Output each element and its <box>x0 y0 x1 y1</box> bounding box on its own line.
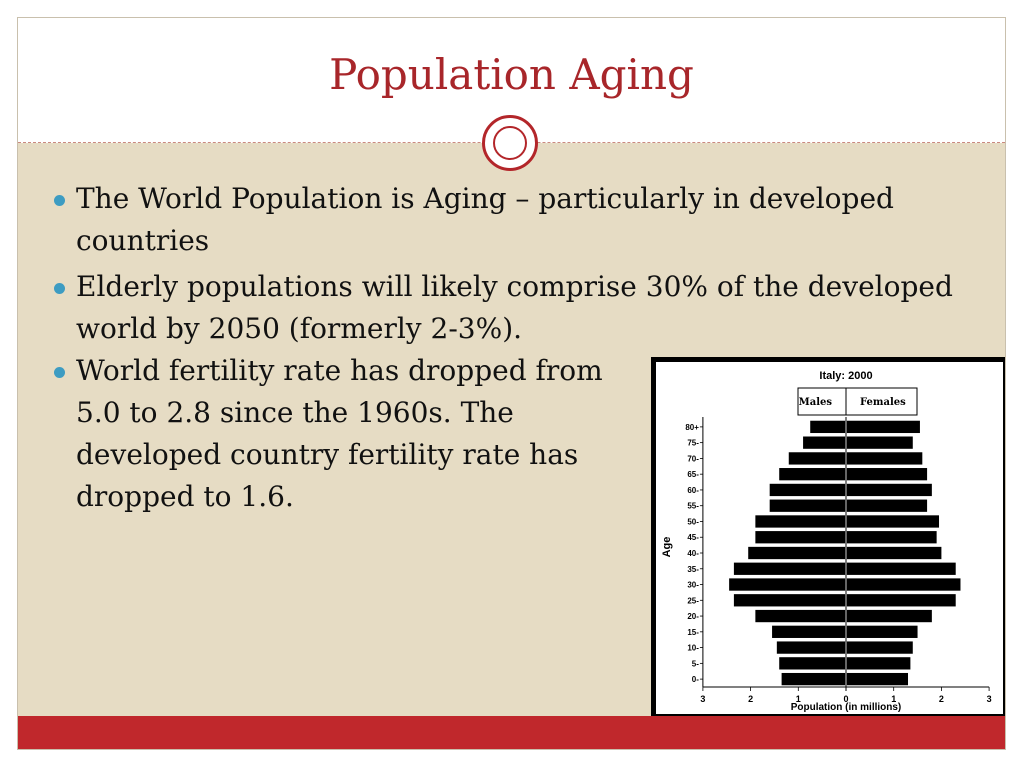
y-tick-label: 35- <box>687 565 699 574</box>
x-tick-label: 3 <box>700 694 705 704</box>
bar-male <box>779 657 846 670</box>
bar-male <box>772 625 846 638</box>
footer-band <box>18 716 1005 749</box>
bar-male <box>733 594 846 607</box>
legend-males: Males <box>799 397 833 408</box>
y-tick-label: 40- <box>687 549 699 558</box>
x-tick-label: 2 <box>939 694 944 704</box>
y-tick-label: 30- <box>687 581 699 590</box>
y-axis-label: Age <box>661 537 673 558</box>
y-tick-label: 45- <box>687 533 699 542</box>
bullet-dot-icon <box>54 367 65 378</box>
bar-female <box>846 420 920 434</box>
bullet-dot-icon <box>54 195 65 206</box>
y-tick-label: 20- <box>687 612 699 621</box>
y-tick-label: 25- <box>687 596 699 605</box>
bar-male <box>733 562 846 575</box>
bar-female <box>846 436 913 449</box>
bullet-text: Elderly populations will likely comprise… <box>76 270 953 345</box>
slide-title: Population Aging <box>329 50 694 99</box>
bar-female <box>846 672 909 686</box>
y-tick-label: 75- <box>687 439 699 448</box>
x-axis-label: Population (in millions) <box>791 702 902 713</box>
slide: Population Aging The World Population is… <box>17 17 1006 750</box>
bar-female <box>846 578 961 591</box>
y-tick-label: 15- <box>687 628 699 637</box>
bullet-item: Elderly populations will likely comprise… <box>48 266 988 350</box>
chart-svg: Italy: 2000 Males Females Age Population… <box>661 370 992 713</box>
bar-female <box>846 499 928 512</box>
bar-female <box>846 483 932 497</box>
bar-male <box>769 483 846 497</box>
bar-female <box>846 562 956 575</box>
y-tick-label: 50- <box>687 517 699 526</box>
y-tick-label: 70- <box>687 454 699 463</box>
bullet-dot-icon <box>54 283 65 294</box>
y-tick-label: 55- <box>687 502 699 511</box>
chart-canvas: Italy: 2000 Males Females Age Population… <box>656 362 1003 714</box>
bar-male <box>788 452 846 465</box>
bar-female <box>846 546 942 560</box>
bar-male <box>748 546 846 560</box>
bar-male <box>755 515 846 528</box>
y-tick-label: 65- <box>687 470 699 479</box>
bar-female <box>846 531 937 544</box>
x-tick-label: 2 <box>748 694 753 704</box>
x-tick-label: 1 <box>891 694 896 704</box>
y-tick-label: 60- <box>687 486 699 495</box>
y-tick-label: 0- <box>692 675 699 684</box>
population-pyramid-chart: Italy: 2000 Males Females Age Population… <box>651 357 1005 719</box>
bar-male <box>781 672 846 686</box>
circle-ornament-icon <box>482 115 538 171</box>
bullet-list: The World Population is Aging – particul… <box>48 178 988 518</box>
bar-female <box>846 657 911 670</box>
bar-female <box>846 594 956 607</box>
bar-female <box>846 625 918 638</box>
y-tick-label: 80+ <box>685 423 699 432</box>
bar-male <box>755 609 846 623</box>
bullet-item: The World Population is Aging – particul… <box>48 178 988 262</box>
y-tick-label: 10- <box>687 644 699 653</box>
chart-title: Italy: 2000 <box>819 370 872 382</box>
bar-male <box>779 468 846 481</box>
legend-box <box>797 387 918 416</box>
bar-female <box>846 641 913 654</box>
legend-females: Females <box>860 397 906 408</box>
x-tick-label: 3 <box>987 694 992 704</box>
bar-female <box>846 452 923 465</box>
x-tick-label: 1 <box>796 694 801 704</box>
y-tick-label: 5- <box>692 659 699 668</box>
bar-male <box>729 578 846 591</box>
chart-marks: 0- 5- 10- 15- 20- 25- 30- 35- 40- 45- 50- 55- 60- 65-… <box>685 417 992 704</box>
bar-male <box>803 436 846 449</box>
bullet-text: The World Population is Aging – particul… <box>76 182 894 257</box>
bar-female <box>846 515 940 528</box>
bar-male <box>755 531 846 544</box>
bar-female <box>846 468 928 481</box>
x-tick-label: 0 <box>843 694 848 704</box>
bar-female <box>846 609 932 623</box>
bar-male <box>810 420 846 434</box>
bar-male <box>776 641 846 654</box>
circle-ornament-inner <box>493 126 527 160</box>
bullet-item: World fertility rate has dropped from 5.… <box>48 350 621 518</box>
bullet-text: World fertility rate has dropped from 5.… <box>76 354 603 513</box>
bar-male <box>769 499 846 512</box>
